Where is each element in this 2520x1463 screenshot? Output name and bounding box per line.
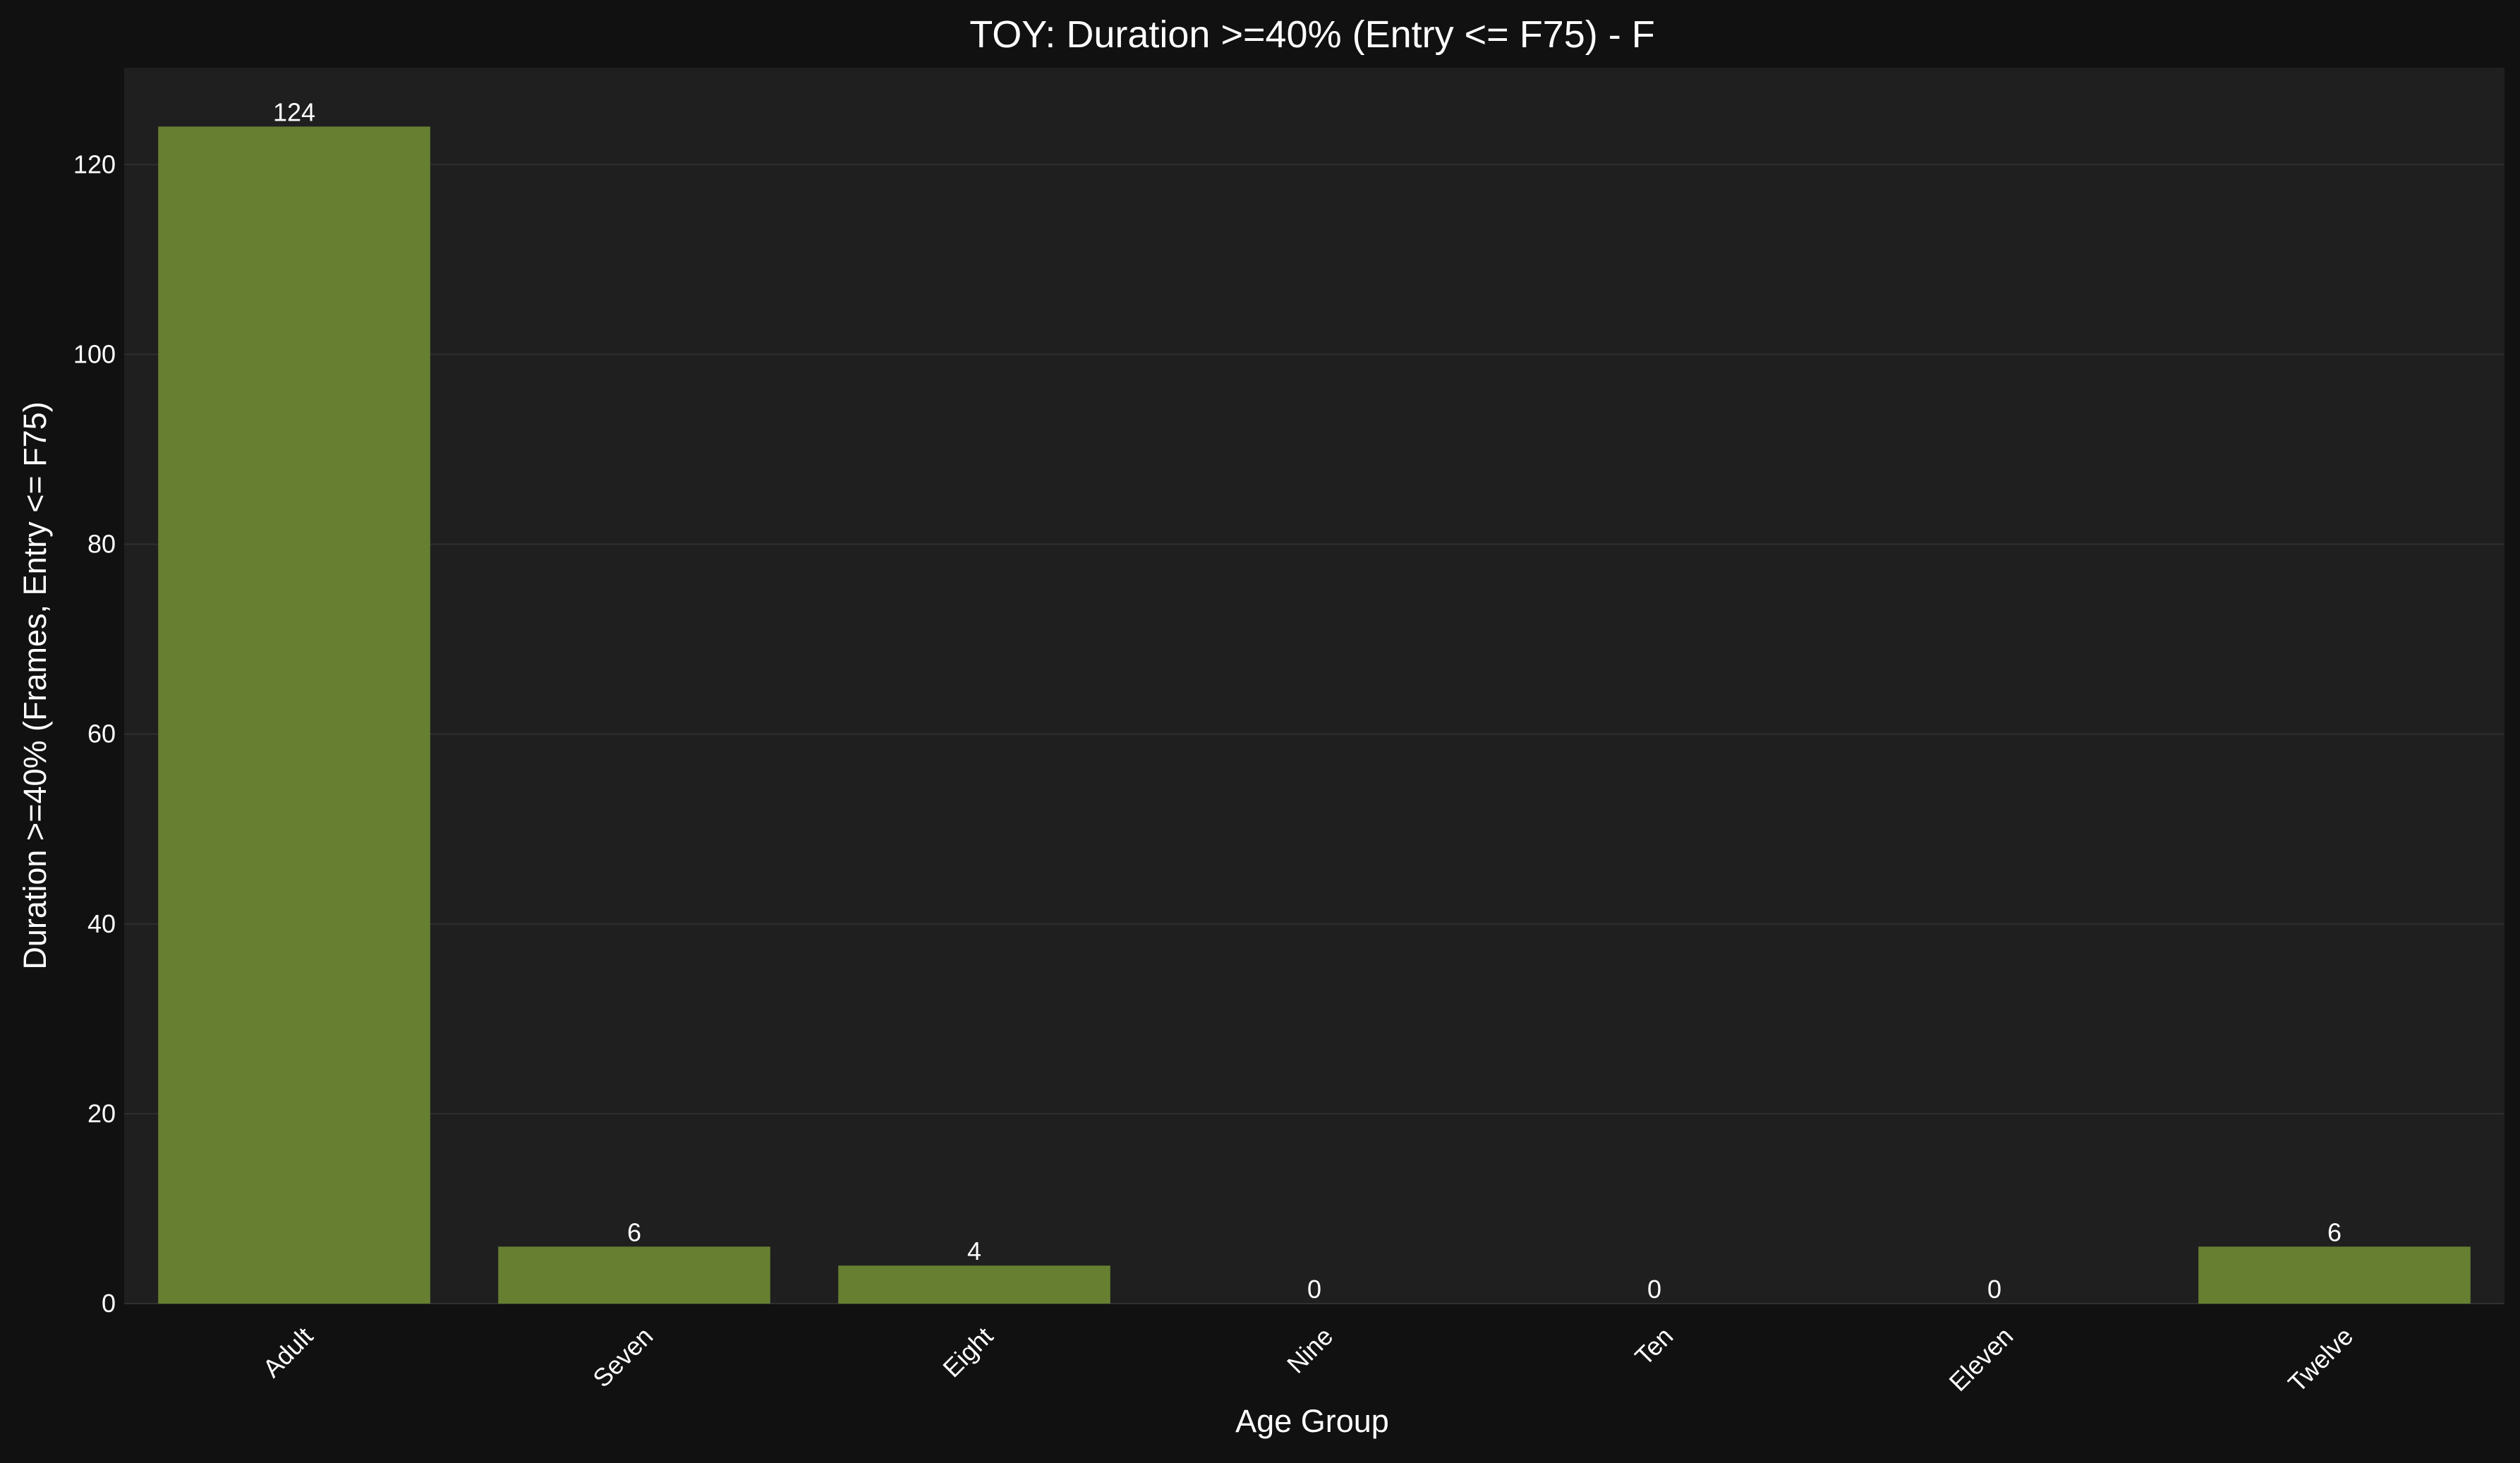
y-tick-label: 120 xyxy=(73,150,116,178)
y-tick-label: 100 xyxy=(73,339,116,368)
data-label: 124 xyxy=(273,97,315,126)
y-tick-label: 40 xyxy=(87,909,116,938)
y-tick-label: 0 xyxy=(102,1289,116,1318)
y-tick-label: 60 xyxy=(87,720,116,748)
y-tick-label: 80 xyxy=(87,530,116,559)
data-label: 0 xyxy=(1307,1275,1321,1304)
y-axis-ticks: 0 20 40 60 80 100 120 xyxy=(73,150,116,1318)
data-label: 0 xyxy=(1987,1275,2001,1304)
y-tick-label: 20 xyxy=(87,1099,116,1128)
x-axis-title: Age Group xyxy=(1235,1403,1389,1439)
data-labels: 124 6 4 0 0 0 6 xyxy=(273,97,2342,1304)
plot-area xyxy=(124,68,2504,1304)
data-label: 6 xyxy=(627,1218,641,1246)
bar-eight xyxy=(838,1265,1110,1304)
data-label: 6 xyxy=(2327,1218,2342,1246)
data-label: 0 xyxy=(1647,1275,1661,1304)
bar-seven xyxy=(498,1246,770,1304)
data-label: 4 xyxy=(967,1237,981,1265)
bar-twelve xyxy=(2198,1246,2471,1304)
bars xyxy=(158,126,2471,1304)
bar-adult xyxy=(158,126,430,1304)
chart-title: TOY: Duration >=40% (Entry <= F75) - F xyxy=(969,13,1654,56)
y-axis-title: Duration >=40% (Frames, Entry <= F75) xyxy=(17,401,53,969)
